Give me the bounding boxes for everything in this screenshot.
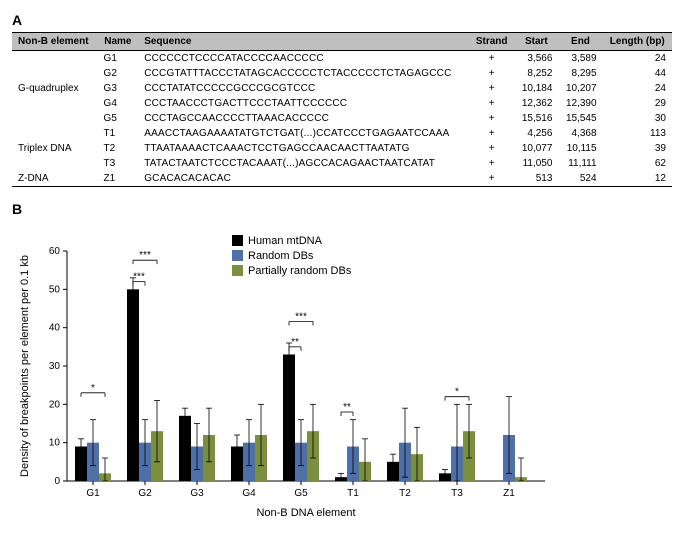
ytick: 10 — [49, 438, 61, 449]
xtick: G3 — [190, 488, 204, 499]
ytick: 0 — [54, 476, 60, 487]
table-row: T3TATACTAATCTCCCTACAAAT(...)AGCCACAGAACT… — [12, 156, 672, 171]
table-row: G5CCCTAGCCAACCCCTTAAACACCCCC+15,51615,54… — [12, 111, 672, 126]
sig-marker: ** — [343, 402, 351, 413]
bar — [179, 416, 191, 481]
nonb-table: Non-B elementNameSequenceStrandStartEndL… — [12, 32, 672, 187]
table-row: G2CCCGTATTTACCCTATAGCACCCCCTCTACCCCCTCTA… — [12, 66, 672, 81]
th-5: End — [558, 33, 602, 51]
sig-marker: * — [455, 387, 459, 398]
xtick: T1 — [347, 488, 359, 499]
bar — [283, 355, 295, 482]
table-row: G1CCCCCCTCCCCATACCCCAACCCCC+3,5663,58924 — [12, 51, 672, 67]
sig-marker: * — [91, 383, 95, 394]
legend-label: Random DBs — [248, 250, 314, 262]
xtick: G2 — [138, 488, 152, 499]
xtick: T3 — [451, 488, 463, 499]
legend-label: Human mtDNA — [248, 235, 323, 247]
xtick: Z1 — [503, 488, 515, 499]
table-row: Triplex DNAT2TTAATAAAACTCAAACTCCTGAGCCAA… — [12, 141, 672, 156]
panel-b-label: B — [12, 201, 674, 217]
sig-marker: ** — [291, 337, 299, 348]
bar — [127, 289, 139, 481]
th-0: Non-B element — [12, 33, 98, 51]
panel-a-label: A — [12, 12, 674, 28]
sig-marker: *** — [295, 312, 307, 323]
xtick: T2 — [399, 488, 411, 499]
legend-swatch — [232, 235, 243, 246]
legend-swatch — [232, 265, 243, 276]
x-axis-title: Non-B DNA element — [256, 507, 355, 519]
legend-swatch — [232, 250, 243, 261]
ytick: 40 — [49, 323, 61, 334]
th-3: Strand — [469, 33, 514, 51]
th-6: Length (bp) — [603, 33, 672, 51]
table-row: T1AAACCTAAGAAAATATGTCTGAT(...)CCATCCCTGA… — [12, 126, 672, 141]
ytick: 20 — [49, 399, 61, 410]
ytick: 60 — [49, 246, 61, 257]
table-row: Z-DNAZ1GCACACACACAC+51352412 — [12, 171, 672, 187]
breakpoint-density-chart: 0 10 20 30 40 50 60 Density of breakpoints per … — [12, 221, 572, 531]
sig-marker: *** — [133, 272, 145, 283]
th-4: Start — [514, 33, 558, 51]
xtick: G1 — [86, 488, 100, 499]
legend-label: Partially random DBs — [248, 265, 352, 277]
xtick: G4 — [242, 488, 256, 499]
table-row: G4CCCTAACCCTGACTTCCCTAATTCCCCCC+12,36212… — [12, 96, 672, 111]
y-axis-title: Density of breakpoints per element per 0… — [19, 255, 31, 477]
th-2: Sequence — [138, 33, 469, 51]
th-1: Name — [98, 33, 139, 51]
table-row: G-quadruplexG3CCCTATATCCCCCGCCCGCGTCCC+1… — [12, 81, 672, 96]
sig-marker: *** — [139, 250, 151, 261]
ytick: 50 — [49, 284, 61, 295]
xtick: G5 — [294, 488, 308, 499]
ytick: 30 — [49, 361, 61, 372]
